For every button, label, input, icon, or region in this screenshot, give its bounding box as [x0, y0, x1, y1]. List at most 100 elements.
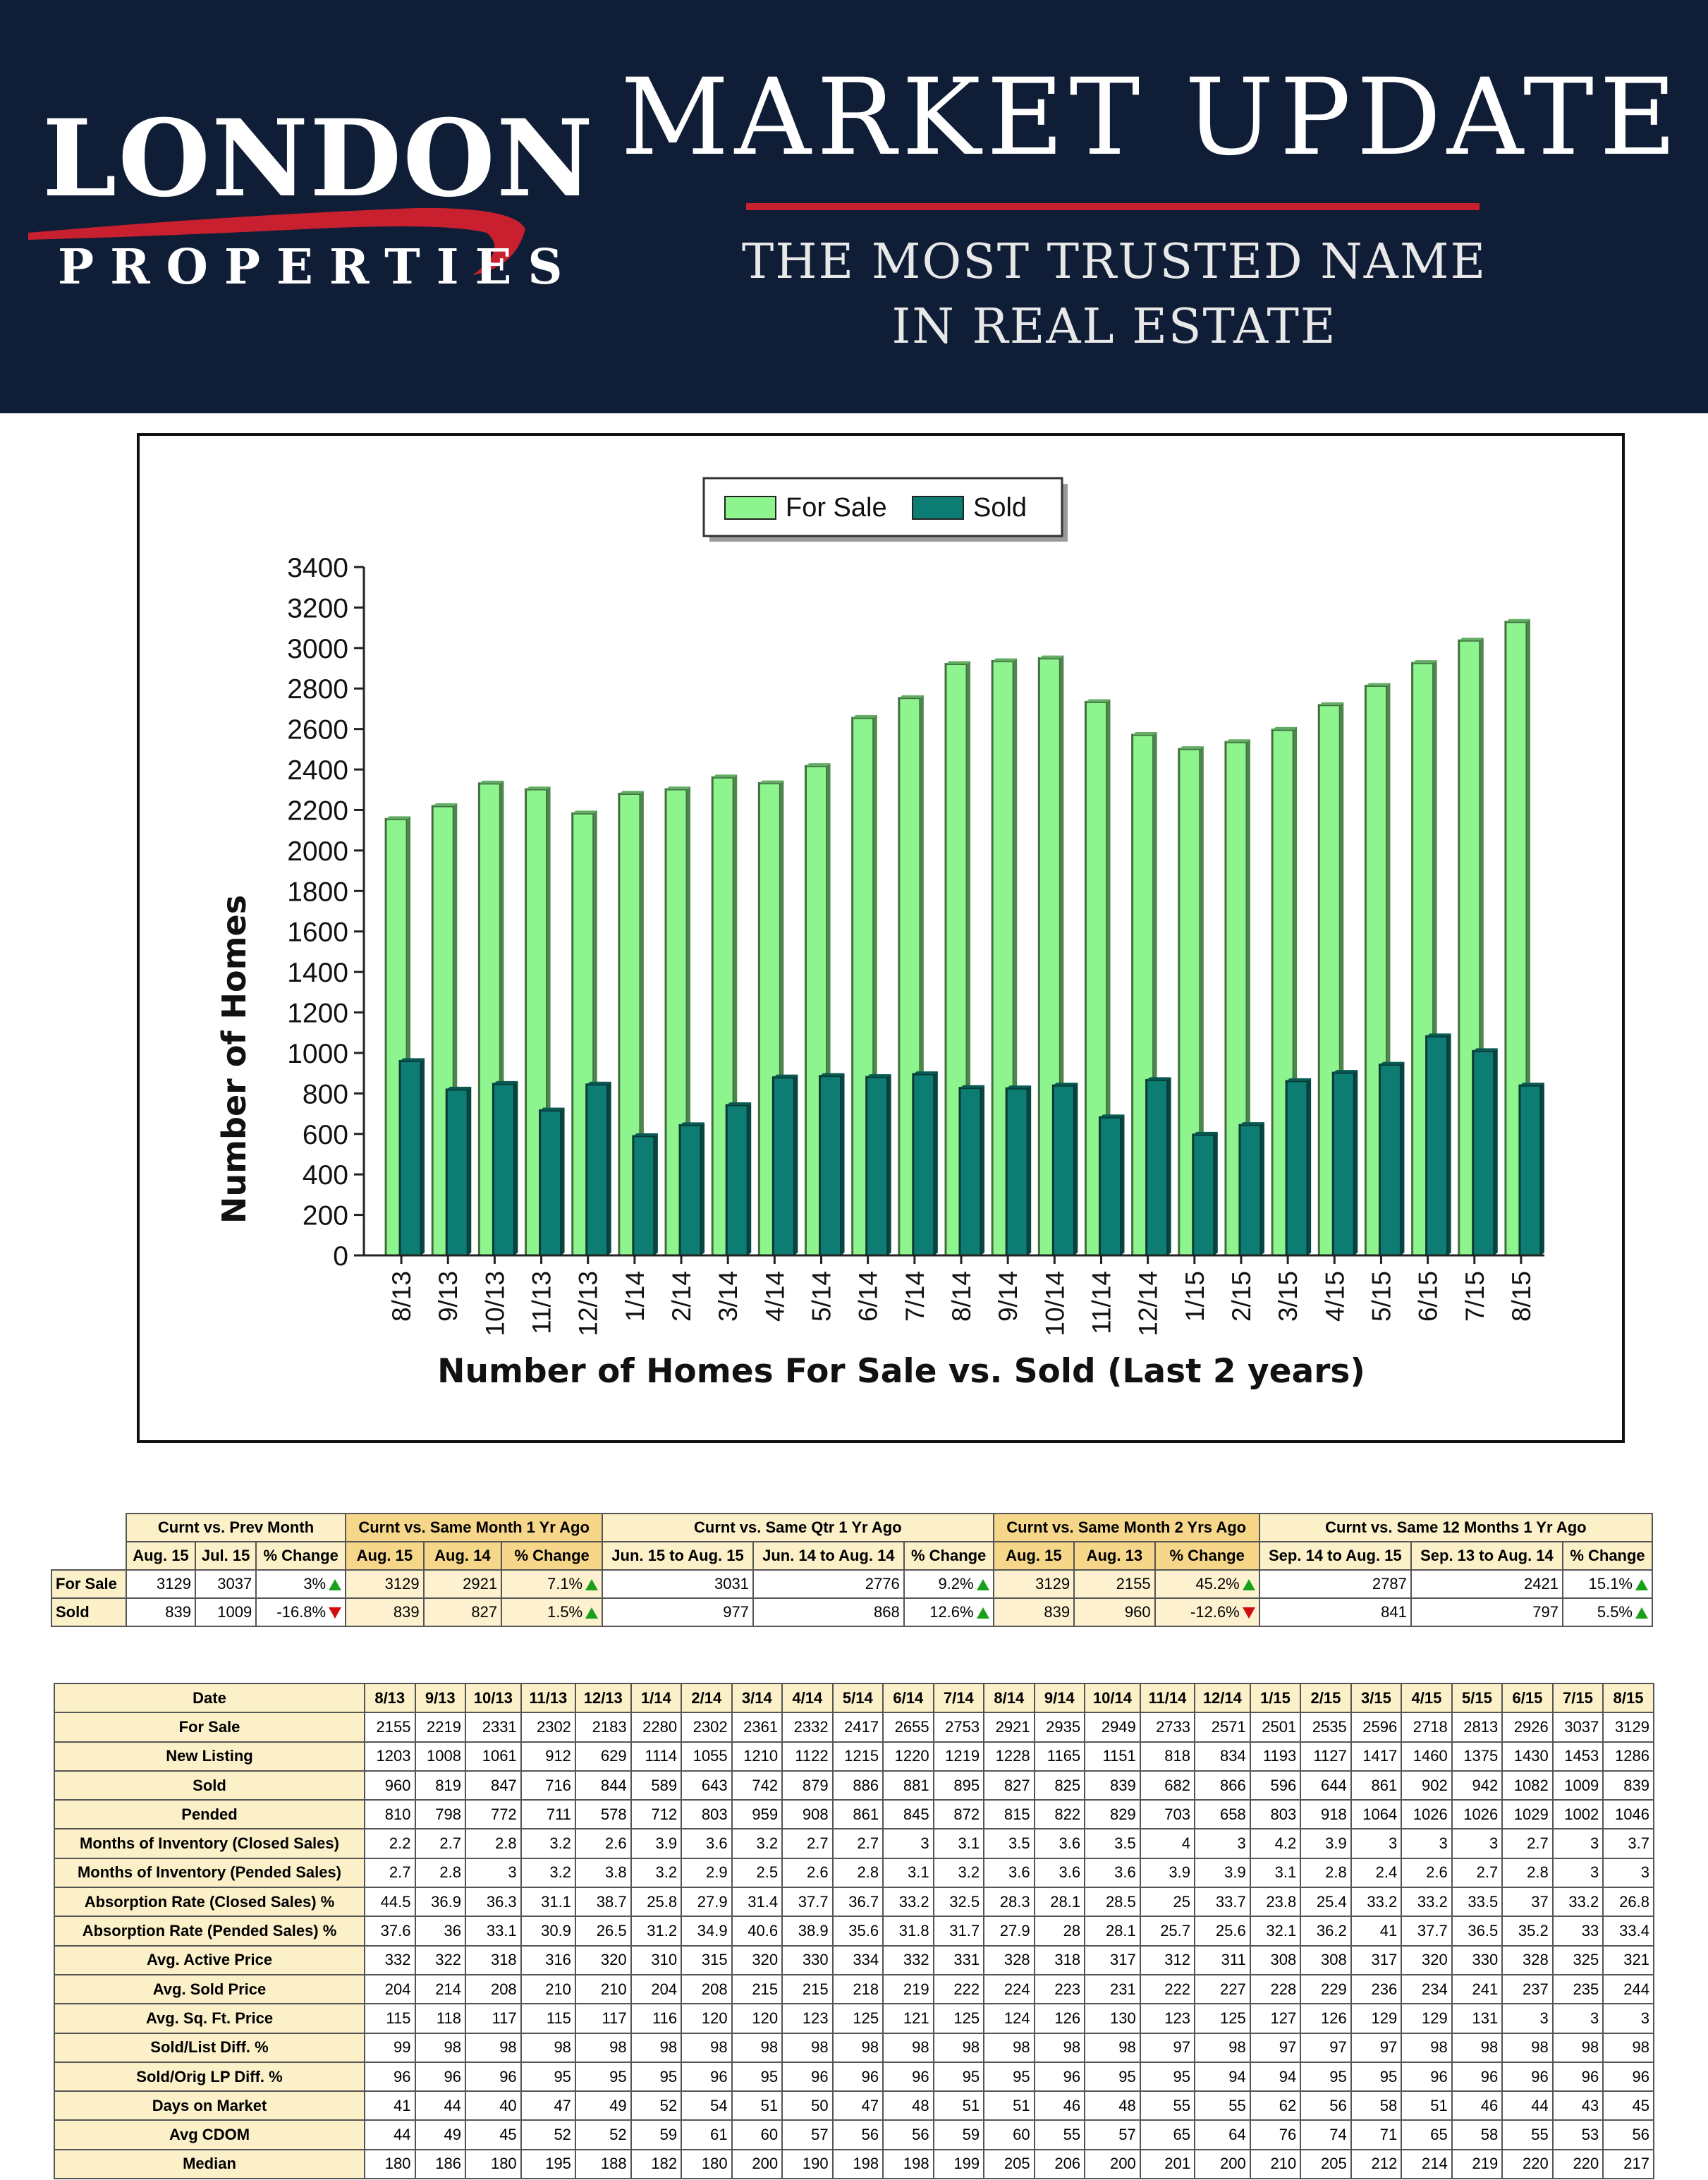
stats-cell: 33.1: [465, 1916, 522, 1947]
stats-cell: 2.8: [465, 1828, 522, 1859]
bar-sold-body: [819, 1075, 843, 1257]
stats-cell: 2935: [1033, 1712, 1086, 1743]
summary-subheader: % Change: [903, 1541, 994, 1571]
stats-date-cell: 7/14: [932, 1682, 985, 1714]
bar-sold-side: [1354, 1070, 1358, 1255]
y-tick-label: 1000: [287, 1039, 348, 1069]
stats-cell: 1127: [1300, 1741, 1352, 1772]
bar-sold-top: [539, 1107, 565, 1111]
chart-frame: For Sale Sold Number of Homes 0 200 400 600…: [137, 433, 1625, 1443]
stats-cell: 818: [1139, 1741, 1196, 1772]
bar-sold-top: [1239, 1122, 1264, 1126]
x-axis-ticks: 8/13 9/13 10/13 11/13 12/13 1/14 2/14 3/14 4/14 5…: [387, 1255, 1536, 1336]
bar-sold-side: [514, 1080, 518, 1255]
bar-sold-top: [586, 1081, 611, 1085]
stats-cell: 2.7: [1451, 1857, 1503, 1889]
stats-cell: 3: [1401, 1828, 1453, 1859]
stats-date-cell: 6/14: [882, 1682, 934, 1714]
summary-subheader-row: Aug. 15 Jul. 15% Change Aug. 15 Aug. 14% Ch…: [51, 1541, 1653, 1571]
stats-cell: 1228: [983, 1741, 1035, 1772]
y-tick-label: 3000: [287, 634, 348, 664]
stats-cell: 218: [831, 1973, 884, 2005]
stats-cell: 3.2: [731, 1828, 783, 1859]
stats-cell: 55: [1194, 2090, 1251, 2121]
summary-subheader: Aug. 15: [125, 1541, 196, 1571]
stats-cell: 2332: [781, 1712, 834, 1743]
stats-cell: 711: [520, 1799, 576, 1830]
bar-sold-top: [1192, 1131, 1218, 1135]
summary-subheader: Sep. 13 to Aug. 14: [1410, 1541, 1564, 1571]
table-row: Sold 960 819 847 716 844 589 643 742 879 886 881 895…: [54, 1770, 1654, 1801]
stats-cell: 98: [983, 2032, 1035, 2063]
bar-for-sale-top: [1412, 660, 1437, 664]
stats-cell: 95: [630, 2061, 683, 2093]
stats-cell: 55: [1139, 2090, 1196, 2121]
stats-cell: 130: [1084, 2003, 1141, 2034]
stats-cell: 3.7: [1602, 1828, 1654, 1859]
bar-sold-body: [585, 1083, 609, 1257]
stats-cell: 46: [1451, 2090, 1503, 2121]
stats-cell: 96: [1501, 2061, 1554, 2093]
stats-cell: 61: [681, 2119, 733, 2150]
stats-cell: 331: [932, 1944, 985, 1975]
stats-cell: 25.8: [630, 1887, 683, 1918]
table-row: New Listing 1203 1008 1061 912 629 1114 1055 121…: [54, 1741, 1654, 1772]
bar-sold: [539, 1107, 565, 1257]
summary-group-same-month-2yr: Curnt vs. Same Month 2 Yrs Ago: [992, 1513, 1260, 1542]
table-row: Absorption Rate (Pended Sales) % 37.6 36 33…: [54, 1916, 1654, 1947]
logo-london: LONDON: [42, 97, 595, 221]
stats-cell: 1061: [465, 1741, 522, 1772]
stats-cell: 318: [1033, 1944, 1086, 1975]
stats-cell: 803: [1249, 1799, 1302, 1830]
stats-cell: 1375: [1451, 1741, 1503, 1772]
stats-cell: 596: [1249, 1770, 1302, 1801]
summary-subheader: Aug. 15: [992, 1541, 1075, 1571]
stats-cell: 65: [1401, 2119, 1453, 2150]
bar-sold: [492, 1080, 518, 1257]
summary-cell-value: 7.1%: [547, 1575, 583, 1593]
y-tick-label: 2800: [287, 674, 348, 705]
x-tick-label: 8/13: [387, 1271, 416, 1322]
summary-cell-value: 3037: [217, 1575, 252, 1593]
header-banner: LONDON PROPERTIES MARKET UPDATE THE MOST…: [0, 0, 1708, 413]
bar-for-sale-top: [386, 816, 411, 820]
stats-cell: 2921: [983, 1712, 1035, 1743]
stats-cell: 57: [781, 2119, 834, 2150]
stats-cell: 97: [1249, 2032, 1302, 2063]
stats-cell: 2813: [1451, 1712, 1503, 1743]
bar-sold: [819, 1073, 845, 1257]
stats-cell: 3.5: [983, 1828, 1035, 1859]
stats-cell: 99: [364, 2032, 416, 2063]
stats-cell: 219: [1451, 2148, 1503, 2180]
stats-cell: 129: [1401, 2003, 1453, 2034]
stats-cell: 31.1: [520, 1887, 576, 1918]
stats-cell: 321: [1602, 1944, 1654, 1975]
stats-date-cell: 1/14: [630, 1682, 683, 1714]
stats-cell: 195: [520, 2148, 576, 2180]
stats-cell: 317: [1350, 1944, 1403, 1975]
summary-cell-value: 45.2%: [1195, 1575, 1240, 1593]
stats-cell: 886: [831, 1770, 884, 1801]
stats-cell: 212: [1350, 2148, 1403, 2180]
stats-cell: 44: [1501, 2090, 1554, 2121]
stats-cell: 1064: [1350, 1799, 1403, 1830]
x-tick-label: 5/15: [1367, 1271, 1396, 1322]
stats-cell: 224: [983, 1973, 1035, 2005]
stats-cell: 1203: [364, 1741, 416, 1772]
stats-cell: 52: [574, 2119, 632, 2150]
bar-sold-body: [912, 1073, 936, 1257]
summary-cell-value: 839: [393, 1603, 420, 1621]
stats-cell: 180: [681, 2148, 733, 2180]
bar-sold-body: [1425, 1035, 1449, 1257]
stats-date-cell: 5/14: [831, 1682, 884, 1714]
stats-cell: 318: [465, 1944, 522, 1975]
stats-cell: 25.6: [1194, 1916, 1251, 1947]
stats-cell: 214: [414, 1973, 466, 2005]
stats-cell: 942: [1451, 1770, 1503, 1801]
stats-cell: 96: [831, 2061, 884, 2093]
stats-cell: 908: [781, 1799, 834, 1830]
stats-cell: 36: [414, 1916, 466, 1947]
stats-cell: 44.5: [364, 1887, 416, 1918]
stats-cell: 36.7: [831, 1887, 884, 1918]
x-tick-label: 1/15: [1181, 1271, 1209, 1322]
